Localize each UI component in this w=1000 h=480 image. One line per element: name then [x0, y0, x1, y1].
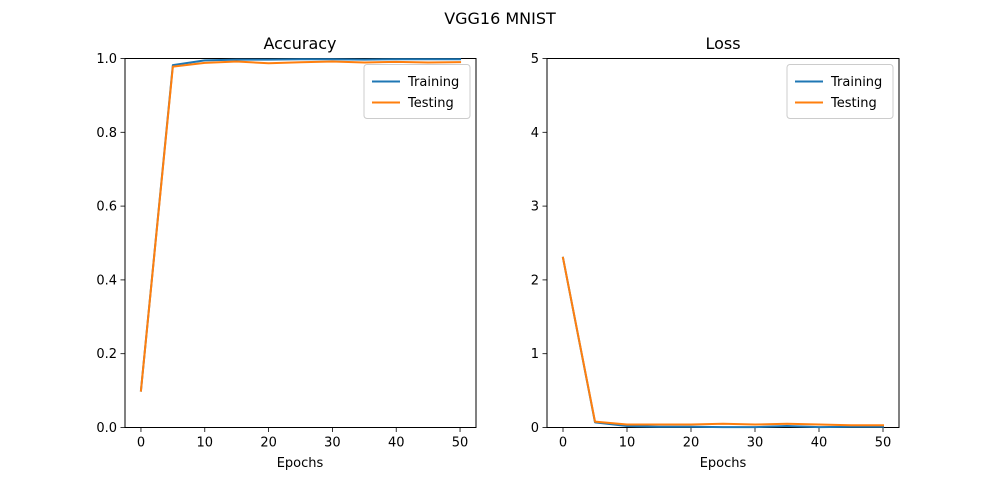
accuracy-y-tick-label: 0.2 — [96, 347, 117, 362]
accuracy-y-tick-label: 0.6 — [96, 200, 117, 215]
accuracy-x-tick-label: 30 — [324, 436, 341, 451]
loss-legend-box — [786, 64, 894, 119]
accuracy-x-tick-label: 0 — [137, 436, 145, 451]
loss-x-axis-label: Epochs — [700, 456, 747, 471]
loss-legend-label-training: Training — [830, 75, 882, 90]
loss-x-tick-label: 20 — [683, 436, 700, 451]
accuracy-x-tick-label: 10 — [196, 436, 213, 451]
accuracy-y-tick-label: 0.0 — [96, 421, 117, 436]
loss-y-tick-label: 5 — [531, 52, 539, 67]
loss-ticks: 0 10 20 30 40 50 0 1 2 3 4 5 — [531, 52, 892, 451]
accuracy-x-axis-label: Epochs — [277, 456, 324, 471]
loss-panel-title: Loss — [705, 34, 740, 53]
loss-panel: Loss 0 10 20 30 40 50 0 1 2 3 4 5 Training Testing E… — [531, 34, 900, 471]
accuracy-legend: Training Testing — [363, 64, 471, 119]
accuracy-ticks: 0 10 20 30 40 50 0.0 0.2 0.4 0.6 0.8 1.0 — [96, 52, 468, 451]
accuracy-legend-label-training: Training — [407, 75, 459, 90]
loss-series-training — [561, 256, 884, 429]
loss-y-tick-label: 0 — [531, 421, 539, 436]
loss-x-tick-label: 0 — [559, 436, 567, 451]
accuracy-y-tick-label: 1.0 — [96, 52, 117, 67]
accuracy-legend-label-testing: Testing — [407, 96, 454, 111]
loss-y-tick-label: 2 — [531, 273, 539, 288]
accuracy-series — [139, 58, 462, 392]
accuracy-y-tick-label: 0.4 — [96, 273, 117, 288]
loss-x-tick-label: 50 — [875, 436, 892, 451]
accuracy-series-testing — [139, 60, 462, 392]
accuracy-y-tick-label: 0.8 — [96, 126, 117, 141]
accuracy-panel-title: Accuracy — [263, 34, 336, 53]
loss-series — [561, 256, 884, 429]
accuracy-x-tick-label: 20 — [260, 436, 277, 451]
figure-title: VGG16 MNIST — [444, 9, 556, 28]
loss-x-tick-label: 40 — [811, 436, 828, 451]
accuracy-x-tick-label: 50 — [452, 436, 469, 451]
loss-series-testing — [561, 256, 884, 427]
loss-y-tick-label: 4 — [531, 126, 539, 141]
loss-x-tick-label: 10 — [619, 436, 636, 451]
loss-y-tick-label: 1 — [531, 347, 539, 362]
loss-legend-label-testing: Testing — [830, 96, 877, 111]
accuracy-panel: Accuracy 0 10 20 30 40 50 0.0 0.2 0.4 0.6 0.8 1.0 T… — [96, 34, 477, 471]
accuracy-x-tick-label: 40 — [388, 436, 405, 451]
accuracy-series-training — [139, 58, 462, 392]
accuracy-legend-box — [363, 64, 471, 119]
loss-legend: Training Testing — [786, 64, 894, 119]
loss-x-tick-label: 30 — [747, 436, 764, 451]
loss-y-tick-label: 3 — [531, 200, 539, 215]
